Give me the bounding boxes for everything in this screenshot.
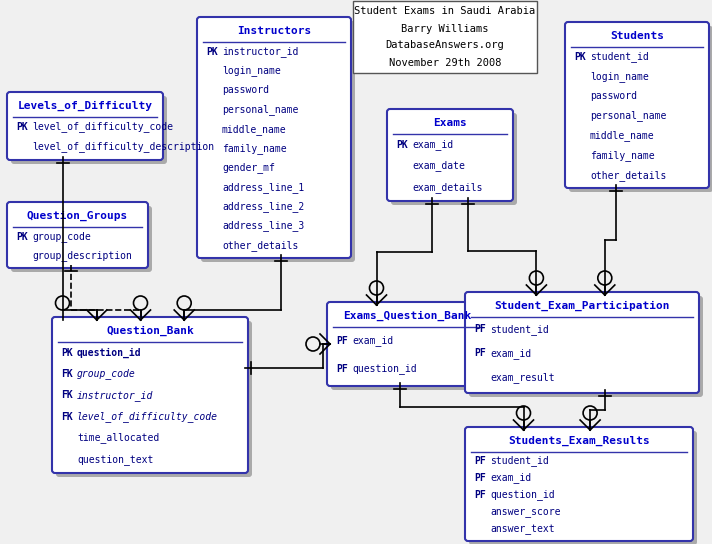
Text: Question_Groups: Question_Groups — [27, 211, 128, 221]
Text: level_of_difficulty_description: level_of_difficulty_description — [32, 141, 214, 152]
Text: password: password — [222, 85, 269, 95]
Text: level_of_difficulty_code: level_of_difficulty_code — [77, 411, 218, 422]
Text: PF: PF — [474, 456, 486, 466]
Text: student_id: student_id — [490, 455, 549, 466]
Text: question_id: question_id — [490, 490, 555, 500]
Text: gender_mf: gender_mf — [222, 163, 275, 174]
Text: family_name: family_name — [590, 150, 654, 161]
Text: level_of_difficulty_code: level_of_difficulty_code — [32, 121, 173, 132]
Text: PK: PK — [574, 52, 586, 62]
Text: other_details: other_details — [222, 240, 298, 251]
FancyBboxPatch shape — [465, 292, 699, 393]
Text: answer_text: answer_text — [490, 524, 555, 535]
FancyBboxPatch shape — [11, 96, 167, 164]
Text: group_code: group_code — [32, 231, 90, 242]
Text: FK: FK — [61, 391, 73, 400]
FancyBboxPatch shape — [469, 431, 697, 544]
Text: exam_id: exam_id — [490, 348, 531, 359]
Text: FK: FK — [61, 412, 73, 422]
Text: PF: PF — [474, 473, 486, 483]
Text: answer_score: answer_score — [490, 507, 560, 517]
FancyBboxPatch shape — [387, 109, 513, 201]
Text: Student_Exam_Participation: Student_Exam_Participation — [494, 301, 670, 311]
FancyBboxPatch shape — [56, 321, 252, 477]
Text: PK: PK — [206, 47, 218, 57]
Text: exam_id: exam_id — [412, 139, 453, 150]
Text: Question_Bank: Question_Bank — [106, 326, 194, 336]
Text: PF: PF — [474, 324, 486, 334]
Text: question_id: question_id — [352, 363, 417, 374]
FancyBboxPatch shape — [331, 306, 492, 390]
Text: student_id: student_id — [590, 51, 649, 63]
Text: exam_result: exam_result — [490, 373, 555, 384]
Text: Students_Exam_Results: Students_Exam_Results — [508, 436, 650, 446]
Text: exam_details: exam_details — [412, 182, 483, 193]
Text: middle_name: middle_name — [222, 123, 287, 134]
FancyBboxPatch shape — [391, 113, 517, 205]
Text: exam_id: exam_id — [490, 472, 531, 483]
Text: Barry Williams: Barry Williams — [402, 23, 488, 34]
FancyBboxPatch shape — [465, 427, 693, 541]
Text: November 29th 2008: November 29th 2008 — [389, 58, 501, 67]
Text: question_id: question_id — [77, 348, 142, 358]
Text: PF: PF — [336, 336, 347, 346]
FancyBboxPatch shape — [353, 1, 537, 73]
FancyBboxPatch shape — [52, 317, 248, 473]
FancyBboxPatch shape — [201, 21, 355, 262]
Text: instructor_id: instructor_id — [77, 390, 153, 401]
Text: PF: PF — [474, 349, 486, 358]
Text: address_line_1: address_line_1 — [222, 182, 304, 193]
Text: time_allocated: time_allocated — [77, 432, 159, 443]
Text: personal_name: personal_name — [590, 110, 666, 121]
Text: DatabaseAnswers.org: DatabaseAnswers.org — [386, 40, 504, 51]
Text: Levels_of_Difficulty: Levels_of_Difficulty — [18, 101, 152, 111]
Text: PK: PK — [16, 122, 28, 132]
FancyBboxPatch shape — [327, 302, 488, 386]
Text: student_id: student_id — [490, 324, 549, 335]
Text: FK: FK — [61, 369, 73, 379]
Text: personal_name: personal_name — [222, 104, 298, 115]
FancyBboxPatch shape — [565, 22, 709, 188]
Text: exam_id: exam_id — [352, 336, 393, 347]
Text: group_description: group_description — [32, 250, 132, 261]
Text: exam_date: exam_date — [412, 160, 465, 171]
Text: address_line_2: address_line_2 — [222, 201, 304, 212]
FancyBboxPatch shape — [11, 206, 152, 272]
FancyBboxPatch shape — [569, 26, 712, 192]
Text: question_text: question_text — [77, 454, 153, 465]
Text: login_name: login_name — [590, 71, 649, 82]
Text: instructor_id: instructor_id — [222, 46, 298, 57]
FancyBboxPatch shape — [197, 17, 351, 258]
Text: PF: PF — [336, 364, 347, 374]
Text: PK: PK — [61, 348, 73, 357]
Text: PF: PF — [474, 490, 486, 500]
Text: address_line_3: address_line_3 — [222, 220, 304, 231]
Text: Student Exams in Saudi Arabia: Student Exams in Saudi Arabia — [355, 7, 535, 16]
Text: middle_name: middle_name — [590, 130, 654, 141]
FancyBboxPatch shape — [7, 92, 163, 160]
FancyBboxPatch shape — [7, 202, 148, 268]
Text: PK: PK — [16, 232, 28, 242]
Text: group_code: group_code — [77, 368, 136, 380]
Text: password: password — [590, 91, 637, 101]
Text: family_name: family_name — [222, 143, 287, 154]
Text: Exams_Question_Bank: Exams_Question_Bank — [343, 311, 471, 321]
Text: Exams: Exams — [433, 118, 467, 128]
Text: Students: Students — [610, 31, 664, 41]
Text: other_details: other_details — [590, 170, 666, 181]
Text: PK: PK — [396, 140, 408, 150]
Text: login_name: login_name — [222, 66, 281, 77]
Text: Instructors: Instructors — [237, 26, 311, 36]
FancyBboxPatch shape — [469, 296, 703, 397]
